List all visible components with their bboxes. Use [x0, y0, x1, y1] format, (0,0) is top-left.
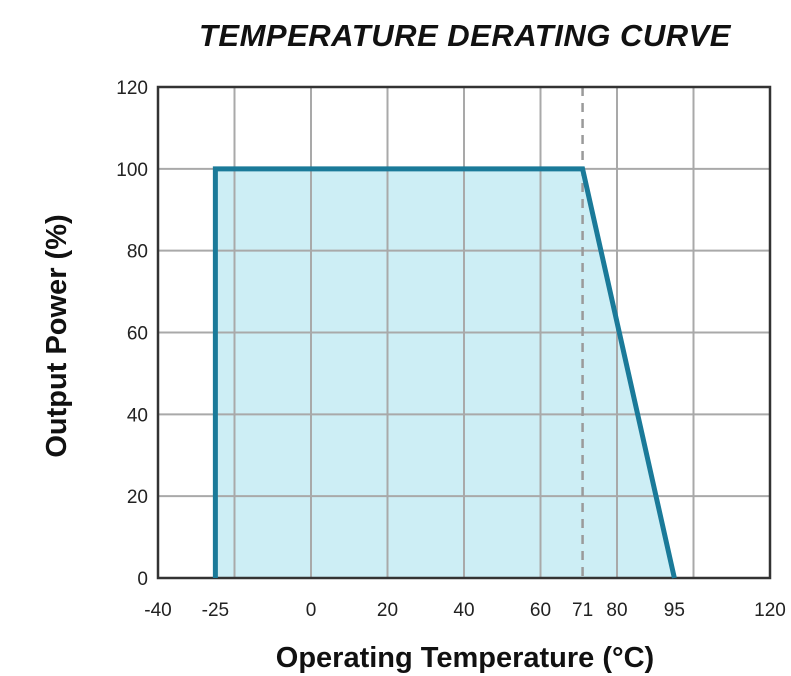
- x-tick-label: 20: [377, 600, 398, 621]
- y-tick-label: 0: [137, 569, 148, 590]
- y-axis-label: Output Power (%): [41, 214, 73, 457]
- x-axis-label: Operating Temperature (°C): [276, 642, 654, 674]
- series-line: [212, 166, 677, 579]
- x-tick-label: 120: [754, 600, 786, 621]
- x-tick-label: -40: [144, 600, 171, 621]
- x-tick-label: 40: [453, 600, 474, 621]
- y-tick-label: 80: [127, 242, 148, 263]
- y-tick-label: 40: [127, 405, 148, 426]
- plot-area: 0 20 40 60 80 100 120 -40 -25 0 20 40 60 71 80 95 120: [116, 78, 786, 621]
- chart-title: TEMPERATURE DERATING CURVE: [199, 18, 732, 53]
- y-tick-label: 120: [116, 78, 148, 99]
- x-tick-label: -25: [202, 600, 229, 621]
- x-tick-label: 60: [530, 600, 551, 621]
- x-tick-label: 71: [572, 600, 593, 621]
- x-tick-label: 95: [664, 600, 685, 621]
- area-fill: [215, 168, 675, 579]
- y-tick-label: 100: [116, 160, 148, 181]
- x-tick-label: 80: [606, 600, 627, 621]
- x-tick-label: 0: [306, 600, 317, 621]
- plot-frame: [156, 85, 772, 580]
- y-tick-label: 20: [127, 487, 148, 508]
- y-tick-label: 60: [127, 324, 148, 345]
